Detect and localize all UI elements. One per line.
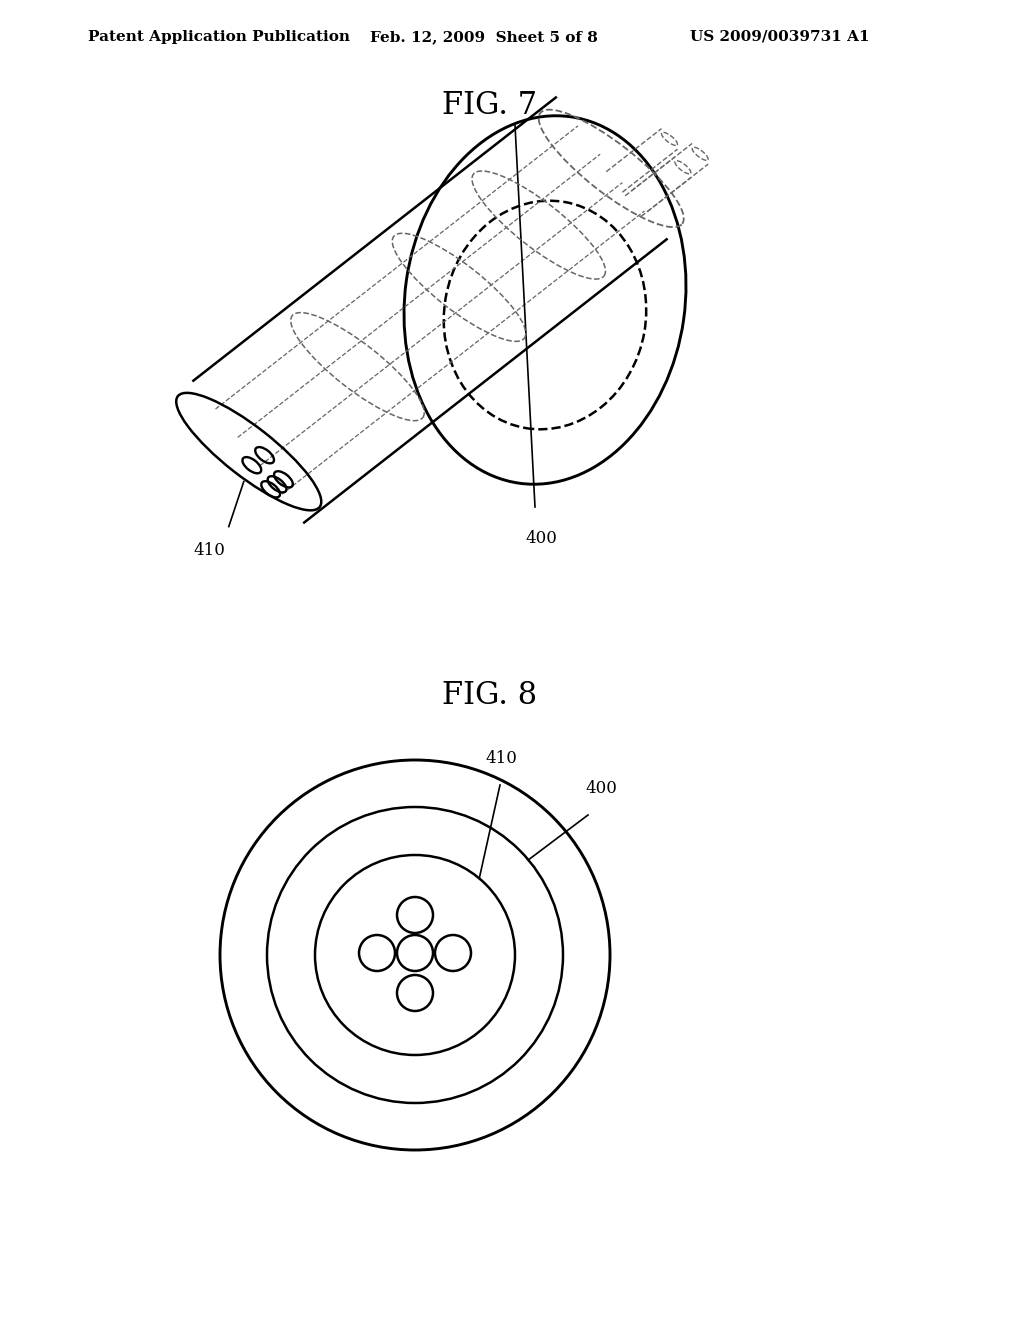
Text: 400: 400 (585, 780, 616, 797)
Text: 400: 400 (525, 531, 557, 546)
Text: 410: 410 (485, 750, 517, 767)
Text: FIG. 7: FIG. 7 (442, 90, 538, 121)
Text: US 2009/0039731 A1: US 2009/0039731 A1 (690, 30, 869, 44)
Text: FIG. 8: FIG. 8 (442, 680, 538, 711)
Text: 410: 410 (194, 541, 225, 558)
Text: Patent Application Publication: Patent Application Publication (88, 30, 350, 44)
Text: Feb. 12, 2009  Sheet 5 of 8: Feb. 12, 2009 Sheet 5 of 8 (370, 30, 598, 44)
